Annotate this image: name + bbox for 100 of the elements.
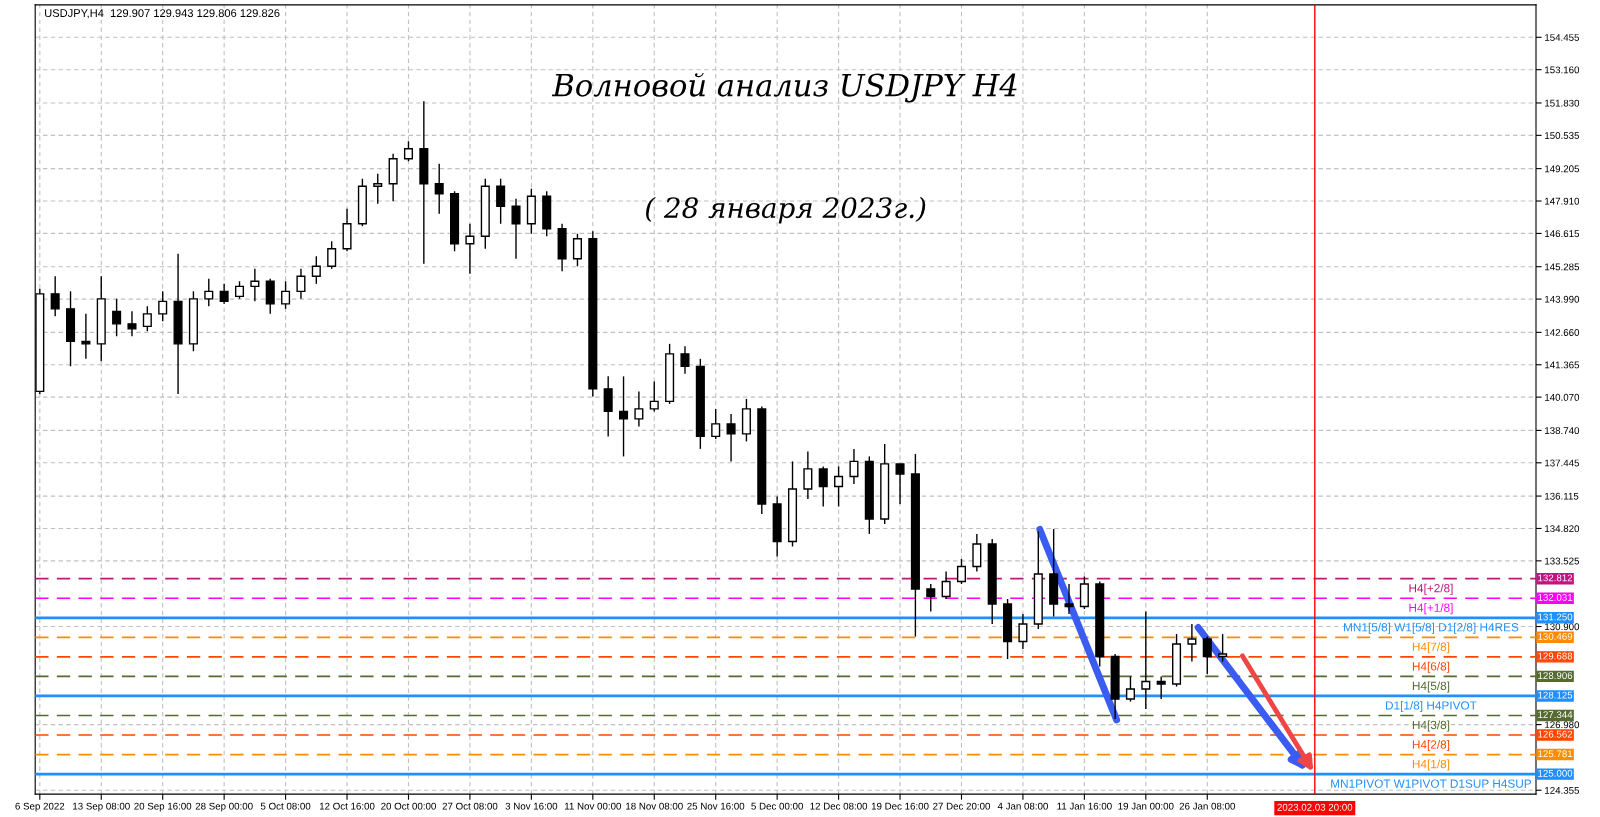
x-tick-label: 6 Sep 2022 <box>15 802 65 812</box>
x-tick-label: 18 Nov 08:00 <box>626 802 683 810</box>
ref-line-label: 132.031 <box>1538 593 1573 601</box>
text: Волновой анализ USDJPY H4 <box>551 73 1017 103</box>
annotation: H4[2/8] <box>1412 740 1450 752</box>
candlestick <box>281 280 291 310</box>
y-tick-label: 138.740 <box>1545 427 1580 435</box>
candlestick <box>711 408 721 440</box>
y-tick-label: 150.535 <box>1545 132 1580 139</box>
y-tick-label: 136.115 <box>1545 492 1579 500</box>
x-tick-label: 12 Oct 16:00 <box>319 802 375 810</box>
annotation: USDJPY,H4 129.907 129.943 129.806 129.826 <box>45 9 280 19</box>
ref-line-label: 127.344 <box>1538 711 1573 719</box>
candlestick <box>926 583 936 613</box>
y-tick-label: 134.820 <box>1545 525 1580 533</box>
annotation: H4[6/8] <box>1412 661 1450 673</box>
candlestick <box>849 448 859 485</box>
annotation: H4[3/8] <box>1412 720 1450 732</box>
candlestick <box>1064 583 1074 615</box>
annotation: MN1[5/8] W1[5/8] D1[2/8] H4RES <box>1343 622 1519 634</box>
candlestick <box>127 310 137 338</box>
annotation: H4[1/8] <box>1412 759 1450 771</box>
candlestick <box>895 463 905 505</box>
candlestick <box>1079 575 1089 610</box>
ref-line-label: 129.688 <box>1538 652 1573 660</box>
y-tick-label: 154.455 <box>1545 34 1580 41</box>
candlestick <box>634 390 644 428</box>
candlestick <box>219 283 229 305</box>
annotation: H4[5/8] <box>1412 681 1450 693</box>
candlestick <box>465 223 475 275</box>
y-tick-label: 151.830 <box>1545 99 1580 107</box>
candlestick <box>327 240 337 270</box>
candlestick <box>1141 610 1151 710</box>
x-tick-label: 19 Dec 16:00 <box>871 802 929 810</box>
y-tick-label: 146.615 <box>1545 230 1580 238</box>
candlestick <box>373 173 383 205</box>
ref-line-label: 132.812 <box>1538 574 1573 582</box>
x-tick-label: 20 Sep 16:00 <box>134 802 192 812</box>
y-tick-label: 145.285 <box>1545 263 1580 271</box>
y-tick-label: 133.525 <box>1545 557 1580 565</box>
candlestick <box>81 313 91 360</box>
y-tick-label: 137.445 <box>1545 459 1580 467</box>
candlestick <box>649 380 659 413</box>
x-tick-label: 26 Jan 08:00 <box>1179 802 1235 810</box>
y-tick-label: 126.980 <box>1545 721 1580 729</box>
ref-line-label: 128.125 <box>1538 691 1573 699</box>
candlestick <box>296 268 306 300</box>
y-tick-label: 140.070 <box>1545 393 1580 401</box>
y-tick-label: 141.365 <box>1545 361 1580 369</box>
x-tick-label: 12 Dec 08:00 <box>810 802 868 810</box>
text: ( 28 января 2023г.) <box>646 196 926 224</box>
candlestick <box>265 278 275 315</box>
x-tick-label: 27 Oct 08:00 <box>442 802 498 810</box>
x-tick-label: 5 Dec 00:00 <box>751 802 803 810</box>
candlestick <box>1218 633 1228 663</box>
x-tick-label: 25 Nov 16:00 <box>687 802 745 810</box>
x-tick-label: 4 Jan 08:00 <box>997 802 1048 810</box>
candlestick <box>496 178 506 225</box>
y-tick-label: 142.660 <box>1545 329 1580 336</box>
candlestick <box>112 298 122 338</box>
candlestick <box>1156 675 1166 700</box>
annotation: H4[+2/8] <box>1409 583 1453 595</box>
candlestick <box>818 465 828 508</box>
x-tick-label: 27 Dec 20:00 <box>933 802 991 810</box>
y-tick-label: 153.160 <box>1545 66 1580 74</box>
annotation: MN1PIVOT W1PIVOT D1SUP H4SUP <box>1331 779 1532 788</box>
candlestick <box>956 558 967 585</box>
candlestick <box>572 233 582 268</box>
candlestick <box>619 375 629 458</box>
candlestick <box>250 268 260 303</box>
candlestick <box>726 413 736 463</box>
ref-line-label: 125.000 <box>1538 769 1573 777</box>
candlestick <box>311 255 321 285</box>
candlestick <box>834 465 844 508</box>
candlestick <box>204 278 214 308</box>
x-tick-label: 3 Nov 16:00 <box>505 802 558 810</box>
candlestick <box>803 450 813 500</box>
candlestick <box>511 198 521 260</box>
candlestick <box>603 375 613 438</box>
candlestick <box>1202 635 1212 675</box>
ref-line-label: 131.250 <box>1538 613 1573 621</box>
candlestick <box>1187 623 1197 663</box>
candlestick <box>142 305 152 333</box>
annotation: D1[1/8] H4PIVOT <box>1385 700 1477 712</box>
ref-line-label: 125.781 <box>1538 750 1573 758</box>
x-tick-label: 13 Sep 08:00 <box>73 802 130 812</box>
candlestick <box>50 275 60 318</box>
x-tick-label: 11 Jan 16:00 <box>1057 802 1112 810</box>
ref-line-label: 128.906 <box>1538 672 1573 680</box>
x-tick-label: 19 Jan 00:00 <box>1118 802 1174 810</box>
y-tick-label: 124.355 <box>1545 786 1580 794</box>
x-tick-label: 5 Oct 08:00 <box>260 802 311 810</box>
ref-line-label: 130.469 <box>1538 633 1573 640</box>
ref-line-label: 126.562 <box>1538 730 1573 738</box>
y-tick-label: 143.990 <box>1545 295 1580 303</box>
candlestick <box>1125 675 1135 703</box>
y-tick-label: 149.205 <box>1545 165 1580 173</box>
candlestick <box>941 570 951 600</box>
annotation: H4[+1/8] <box>1409 603 1453 615</box>
candlestick <box>1018 613 1028 650</box>
